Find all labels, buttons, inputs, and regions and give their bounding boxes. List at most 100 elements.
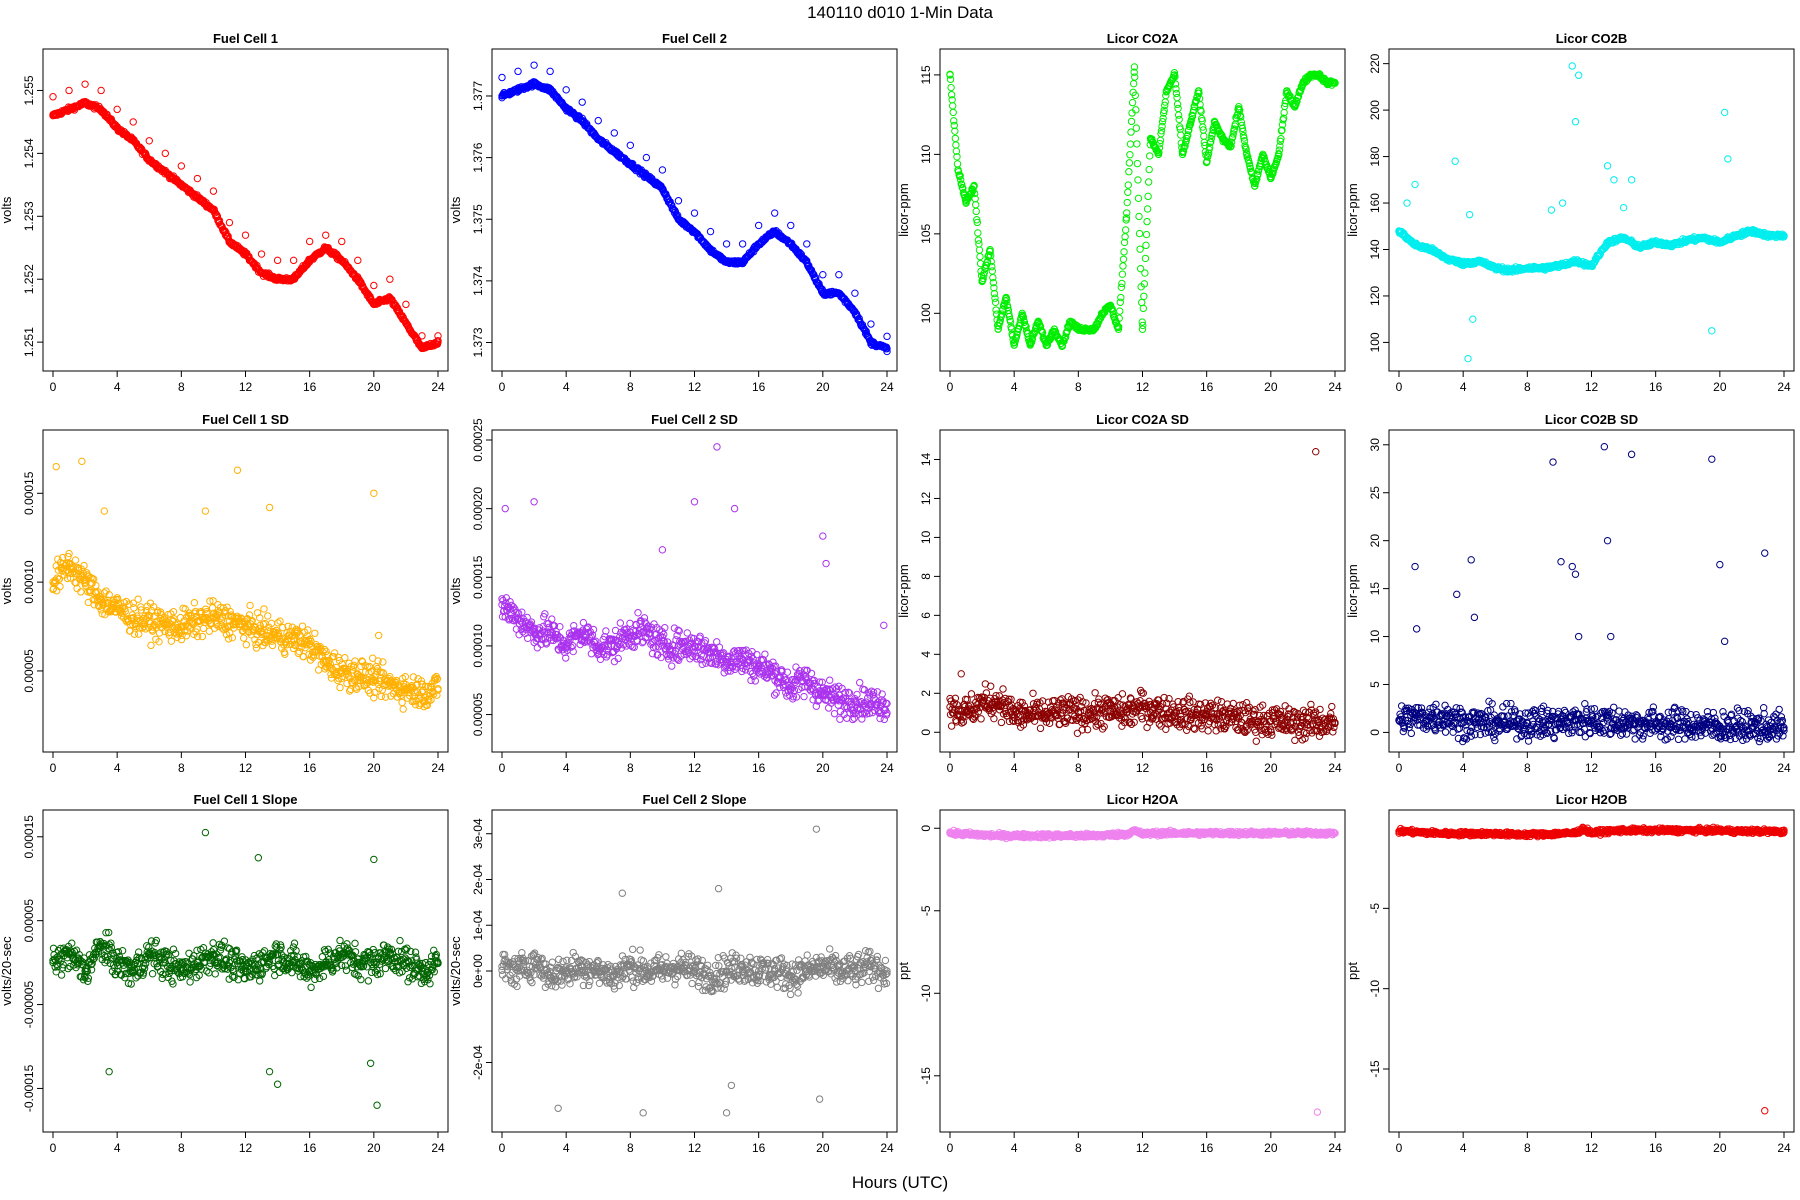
y-tick-label: 1.375 [471,204,485,234]
x-tick-label: 16 [1200,380,1214,394]
data-point [977,715,985,723]
data-point [161,149,169,158]
y-tick-label: 1.251 [22,327,36,357]
data-point [754,221,763,230]
plot-frame [42,429,449,753]
data-point [260,605,268,613]
y-tick-label: 0.00015 [471,555,485,599]
data-point [81,99,89,107]
data-point [803,240,811,248]
data-point [268,641,277,650]
data-points [946,447,1339,745]
data-point [289,256,298,265]
data-point [77,588,85,596]
chart-title: Licor CO2B [1556,31,1628,46]
x-tick-label: 0 [947,761,954,775]
data-point [273,275,282,283]
x-tick-label: 4 [114,761,121,775]
x-tick-label: 20 [1713,380,1727,394]
x-tick-label: 20 [1264,761,1278,775]
data-point [999,685,1007,693]
data-point [49,93,57,101]
data-point [730,504,739,513]
y-tick-label: 1.253 [22,201,36,231]
data-point [1558,199,1567,207]
y-tick-label: 0.00010 [471,624,485,668]
data-point [1143,217,1151,226]
data-point [161,168,169,176]
data-point [761,650,769,658]
data-point [97,105,105,114]
data-point [990,714,998,723]
x-tick-label: 8 [178,761,185,775]
data-point [822,559,830,568]
data-point [851,289,859,297]
data-point [548,615,556,623]
data-point [986,682,995,690]
data-point [1174,104,1182,113]
x-tick-label: 12 [239,380,253,394]
data-point [530,61,538,69]
data-point [976,252,984,261]
x-tick-label: 12 [1136,380,1150,394]
y-tick-label: 140 [1368,239,1382,259]
data-point [738,240,747,248]
y-tick-label: 12 [919,491,933,505]
data-point [265,503,274,512]
x-tick-label: 4 [563,761,570,775]
data-point [1142,241,1150,250]
data-point [211,624,219,632]
data-point [190,598,199,607]
data-point [972,207,980,216]
data-point [1140,292,1148,300]
data-point [305,256,314,265]
data-point [351,657,359,665]
data-point [1619,203,1628,212]
y-tick-label: 0.00005 [22,649,36,693]
data-point [1120,248,1128,256]
y-axis-label: licor-ppm [896,183,911,236]
x-tick-label: 24 [431,761,445,775]
x-tick-label: 4 [1011,761,1018,775]
data-point [201,507,210,515]
data-point [1117,293,1125,302]
data-point [1571,118,1580,126]
data-point [97,86,105,95]
data-point [418,332,426,340]
data-point [1568,62,1576,70]
y-axis-label: volts [0,196,14,223]
data-point [1708,327,1716,335]
data-point [257,250,266,258]
data-point [1139,304,1148,313]
data-point [1141,269,1149,277]
data-point [1116,307,1124,315]
data-points [49,80,442,353]
x-tick-label: 0 [499,761,506,775]
plot-frame [1388,48,1795,372]
x-tick-label: 12 [688,761,702,775]
data-point [1036,724,1045,733]
data-point [222,228,230,237]
x-tick-label: 20 [367,380,381,394]
data-point [533,644,542,652]
data-point [1029,689,1037,697]
y-tick-label: 2 [919,690,933,697]
data-point [289,275,298,283]
y-axis-label: licor-ppm [1345,183,1360,236]
data-point [1146,152,1154,160]
x-tick-label: 4 [114,380,121,394]
x-tick-label: 12 [239,761,253,775]
x-tick-label: 16 [303,761,317,775]
data-point [199,624,208,633]
data-point [658,546,667,554]
data-point [1132,124,1141,132]
data-point [706,227,715,236]
data-point [880,621,888,630]
plot-frame [491,429,898,753]
data-point [991,298,1000,307]
data-point [1720,108,1729,117]
plot-frame [42,48,449,372]
data-point [975,240,983,248]
